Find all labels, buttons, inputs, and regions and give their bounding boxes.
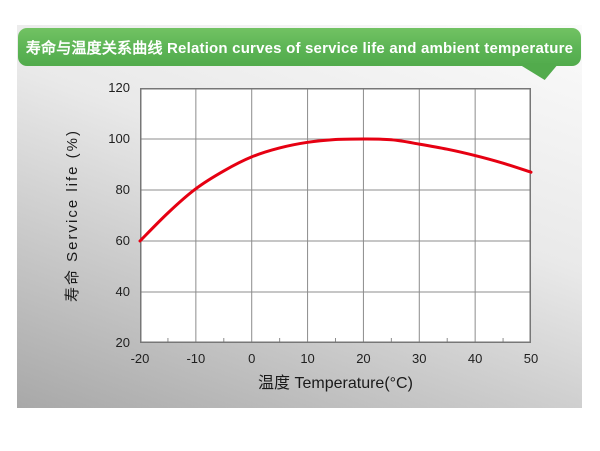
title-banner: 寿命与温度关系曲线 Relation curves of service lif… [18, 28, 581, 66]
x-axis-title: 温度 Temperature(°C) [258, 375, 413, 392]
x-tick-label: 10 [300, 351, 315, 366]
y-tick-label: 80 [115, 182, 130, 197]
plot-area: 20 40 60 80 100 120 -20 -10 0 10 20 30 40 50 寿命 Serv… [65, 80, 539, 392]
chart-title: 寿命与温度关系曲线 Relation curves of service lif… [25, 39, 574, 57]
plot-border [140, 88, 531, 343]
x-tick-label: -20 [130, 351, 150, 366]
service-life-curve [138, 137, 533, 243]
x-tick-label: -10 [186, 351, 206, 366]
x-tick-label: 0 [248, 351, 256, 366]
y-tick-label: 40 [115, 284, 130, 299]
y-tick-label: 20 [115, 335, 130, 350]
x-tick-label: 30 [412, 351, 427, 366]
speech-bubble-tail-icon [517, 63, 559, 80]
x-tick-label: 20 [356, 351, 371, 366]
y-tick-label: 100 [108, 131, 130, 146]
y-tick-label: 120 [108, 80, 130, 95]
chart-panel: 寿命与温度关系曲线 Relation curves of service lif… [17, 25, 582, 408]
chart-canvas [138, 88, 533, 343]
y-tick-label: 60 [115, 233, 130, 248]
x-tick-label: 40 [467, 351, 483, 366]
x-tick-label: 50 [523, 351, 539, 366]
